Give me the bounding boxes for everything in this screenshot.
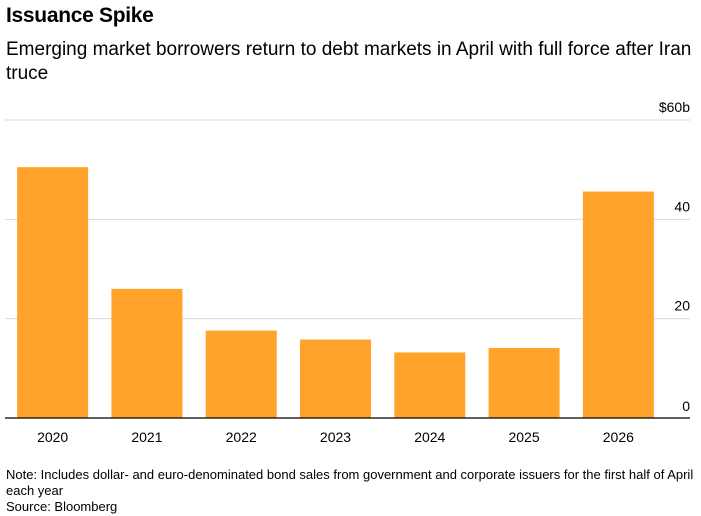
bars bbox=[17, 167, 654, 418]
chart-title: Issuance Spike bbox=[6, 4, 154, 27]
bar-2026 bbox=[582, 191, 654, 418]
y-tick-label: $60b bbox=[659, 99, 690, 115]
chart-notes: Note: Includes dollar- and euro-denomina… bbox=[6, 467, 696, 515]
source-text: Source: Bloomberg bbox=[6, 499, 118, 514]
x-tick-label: 2022 bbox=[226, 429, 257, 445]
y-tick-label: 40 bbox=[674, 198, 690, 214]
x-tick-label: 2023 bbox=[320, 429, 351, 445]
x-axis-labels: 2020 2021 2022 2023 2024 2025 2026 bbox=[37, 429, 634, 445]
y-tick-label: 0 bbox=[682, 398, 690, 414]
x-tick-label: 2021 bbox=[131, 429, 162, 445]
x-tick-label: 2020 bbox=[37, 429, 68, 445]
note-text: Note: Includes dollar- and euro-denomina… bbox=[6, 467, 694, 498]
y-tick-label: 20 bbox=[674, 298, 690, 314]
x-tick-label: 2024 bbox=[414, 429, 445, 445]
x-tick-label: 2025 bbox=[508, 429, 539, 445]
bar-2024 bbox=[394, 352, 466, 418]
bar-2020 bbox=[17, 167, 89, 418]
x-tick-label: 2026 bbox=[603, 429, 634, 445]
bar-2025 bbox=[488, 347, 560, 418]
bar-2023 bbox=[300, 339, 371, 418]
chart-subtitle: Emerging market borrowers return to debt… bbox=[6, 39, 692, 84]
bar-chart: 2020 2021 2022 2023 2024 2025 2026 $60b 40 20 0 bbox=[5, 99, 690, 445]
y-axis-labels: $60b 40 20 0 bbox=[659, 99, 690, 414]
bar-2021 bbox=[111, 288, 183, 418]
bar-2022 bbox=[205, 330, 277, 418]
